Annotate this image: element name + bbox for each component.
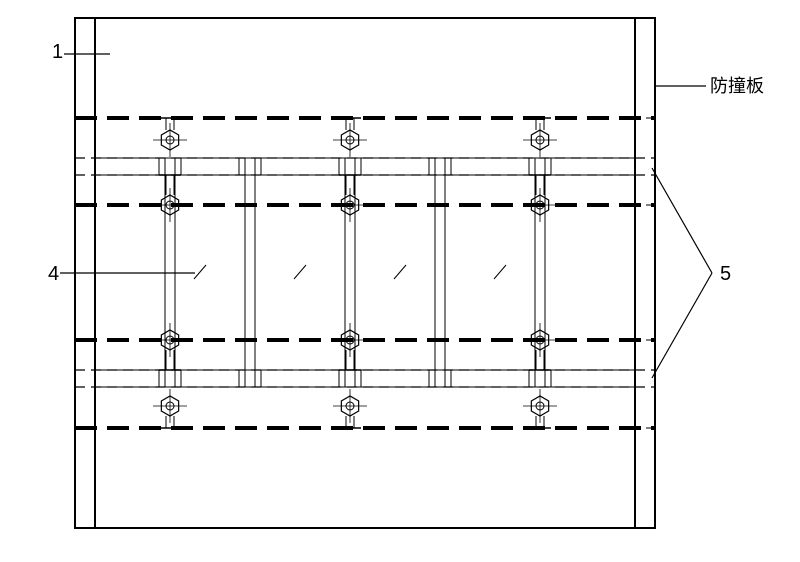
slash-mark-1: [294, 265, 306, 279]
bolt-5: [523, 175, 557, 222]
vertical-member-3: [429, 158, 451, 387]
leader-5-top: [652, 168, 712, 273]
bolt-0: [153, 118, 187, 157]
bolt-8: [523, 323, 557, 370]
slash-mark-2: [394, 265, 406, 279]
label-side: 防撞板: [710, 76, 764, 96]
leader-5-bot: [652, 273, 712, 378]
label-5: 5: [720, 263, 731, 285]
bolt-2: [523, 118, 557, 157]
bolt-11: [523, 389, 557, 428]
bolt-1: [333, 118, 367, 157]
bolt-10: [333, 389, 367, 428]
bolt-9: [153, 389, 187, 428]
slash-mark-0: [194, 265, 206, 279]
bolt-7: [333, 323, 367, 370]
bolt-4: [333, 175, 367, 222]
bolt-6: [153, 323, 187, 370]
vertical-member-1: [239, 158, 261, 387]
label-4: 4: [48, 263, 59, 285]
slash-mark-3: [494, 265, 506, 279]
bolt-3: [153, 175, 187, 222]
label-1: 1: [52, 41, 63, 63]
